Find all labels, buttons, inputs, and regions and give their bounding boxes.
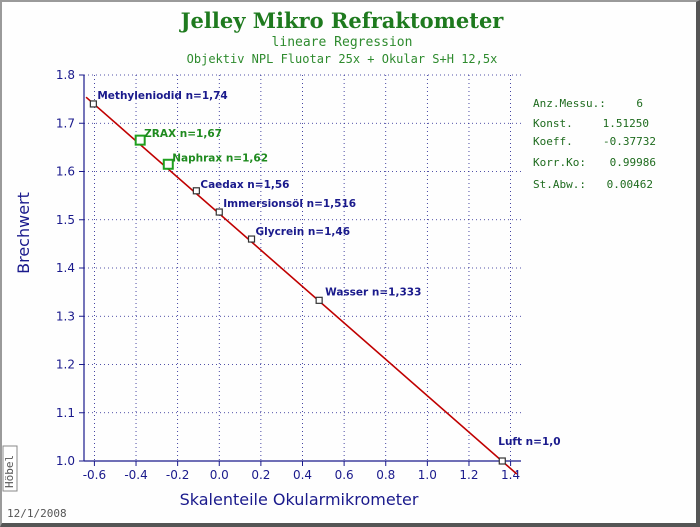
regression-line	[85, 96, 518, 475]
y-axis-label: Brechwert	[14, 192, 33, 274]
x-tick-label-9: 1.2	[459, 468, 478, 482]
stat-count-label: Anz.Messu.:	[533, 97, 606, 110]
x-tick-label-2: -0.2	[166, 468, 189, 482]
stat-corr-value: 0.99986	[610, 156, 656, 169]
stat-const-value: 1.51250	[603, 117, 649, 130]
grid	[84, 74, 521, 462]
data-label-2: Naphrax n=1,62	[172, 152, 268, 164]
regression-line-group	[85, 96, 518, 475]
x-tick-label-8: 1.0	[418, 468, 437, 482]
stat-coeff-value: -0.37732	[603, 135, 656, 148]
tick-labels: -0.6 -0.4 -0.2 0.0 0.2 0.4 0.6 0.8 1.0 1.2 1.4 1.0 1…	[56, 68, 520, 482]
x-tick-label-10: 1.4	[501, 468, 520, 482]
data-label-3: Caedax n=1,56	[200, 179, 289, 191]
data-point-6	[315, 296, 323, 304]
y-tick-label-3: 1.3	[56, 309, 75, 323]
stats-panel: Anz.Messu.: 6 Konst. 1.51250 Koeff. -0.3…	[533, 97, 656, 191]
data-label-0: Methyleniodid n=1,74	[97, 90, 227, 102]
data-label-7: Luft n=1,0	[498, 436, 560, 448]
data-point-1	[134, 134, 146, 146]
x-tick-label-0: -0.6	[83, 468, 106, 482]
x-tick-label-4: 0.2	[251, 468, 270, 482]
point-labels: Methyleniodid n=1,74 ZRAX n=1,67 Naphrax n…	[97, 90, 560, 448]
y-tick-label-2: 1.2	[56, 358, 75, 372]
y-tick-label-4: 1.4	[56, 261, 75, 275]
data-label-6: Wasser n=1,333	[325, 286, 421, 298]
stat-count-value: 6	[636, 97, 643, 110]
x-tick-label-1: -0.4	[124, 468, 147, 482]
stat-stdev-value: 0.00462	[607, 178, 653, 191]
data-point-3	[192, 187, 200, 195]
data-label-4: Immersionsöl n=1,516	[223, 198, 356, 210]
y-tick-label-5: 1.5	[56, 213, 75, 227]
data-point-0	[89, 100, 97, 108]
data-point-7	[498, 457, 506, 465]
x-tick-label-5: 0.4	[293, 468, 312, 482]
y-tick-label-0: 1.0	[56, 454, 75, 468]
x-tick-label-7: 0.8	[376, 468, 395, 482]
chart-title: Jelley Mikro Refraktometer	[179, 8, 505, 33]
data-point-5	[247, 235, 256, 243]
y-tick-label-8: 1.8	[56, 68, 75, 82]
x-tick-label-3: 0.0	[210, 468, 229, 482]
data-point-2	[162, 158, 174, 170]
chart-subtitle-2: Objektiv NPL Fluotar 25x + Okular S+H 12…	[187, 52, 498, 66]
y-tick-label-7: 1.7	[56, 116, 75, 130]
date-stamp: 12/1/2008	[7, 507, 67, 520]
data-label-5: Glycrein n=1,46	[256, 226, 351, 238]
stat-const-label: Konst.	[533, 117, 573, 130]
x-tick-label-6: 0.6	[335, 468, 354, 482]
axes	[79, 74, 521, 466]
watermark-box: Höbel	[2, 445, 18, 492]
y-tick-label-6: 1.6	[56, 165, 75, 179]
data-point-4	[215, 208, 223, 216]
data-points	[89, 100, 506, 465]
x-axis-label: Skalenteile Okularmikrometer	[180, 490, 419, 509]
stat-stdev-label: St.Abw.:	[533, 178, 586, 191]
chart-subtitle-1: lineare Regression	[272, 35, 413, 50]
y-tick-label-1: 1.1	[56, 406, 75, 420]
data-label-1: ZRAX n=1,67	[144, 128, 222, 140]
watermark-text: Höbel	[3, 455, 16, 488]
stat-coeff-label: Koeff.	[533, 135, 573, 148]
stat-corr-label: Korr.Ko:	[533, 156, 586, 169]
